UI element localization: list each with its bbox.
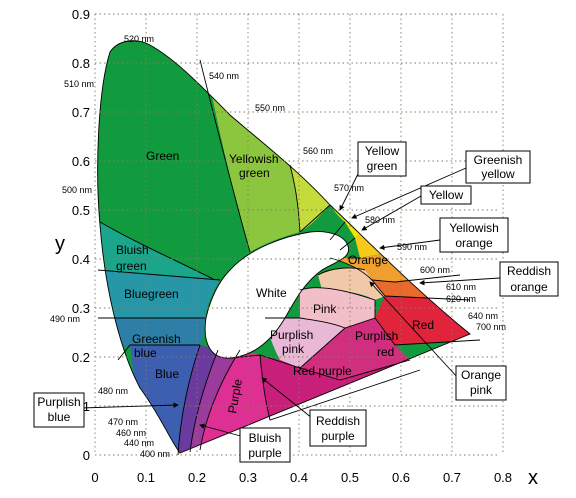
x-tick-label: 0 bbox=[91, 470, 98, 485]
label-purplish-red-1: Purplish bbox=[355, 329, 398, 343]
label-blue: Blue bbox=[155, 367, 179, 381]
wavelength-label: 610 nm bbox=[446, 282, 476, 292]
x-tick-label: 0.3 bbox=[239, 470, 257, 485]
label-pink: Pink bbox=[313, 302, 337, 316]
wavelength-label: 620 nm bbox=[446, 294, 476, 304]
x-tick-label: 0.7 bbox=[443, 470, 461, 485]
label-orange: Orange bbox=[348, 253, 388, 267]
callout-orange-pink-2: pink bbox=[470, 383, 493, 397]
label-bluish-green-1: Bluish bbox=[116, 243, 149, 257]
callout-yellow-1: Yellow bbox=[429, 188, 464, 202]
wavelength-label: 470 nm bbox=[108, 417, 138, 427]
label-greenish-blue-2: blue bbox=[134, 346, 157, 360]
callout-reddish-orange-2: orange bbox=[510, 280, 548, 294]
label-green: Green bbox=[146, 149, 179, 163]
region-yellow-green bbox=[280, 40, 400, 232]
wavelength-label: 540 nm bbox=[209, 71, 239, 81]
y-axis-label: y bbox=[55, 233, 65, 255]
y-tick-label: 0 bbox=[83, 448, 90, 463]
callout-yellowish-orange-1: Yellowish bbox=[449, 221, 499, 235]
label-purple: Purple bbox=[225, 378, 245, 415]
wavelength-label: 600 nm bbox=[420, 265, 450, 275]
y-tick-label: 0.2 bbox=[72, 350, 90, 365]
x-tick-label: 0.5 bbox=[341, 470, 359, 485]
wavelength-label: 550 nm bbox=[255, 103, 285, 113]
label-purplish-pink-1: Purplish bbox=[270, 328, 313, 342]
label-red: Red bbox=[412, 318, 434, 332]
y-tick-label: 0.3 bbox=[72, 301, 90, 316]
wavelength-label: 510 nm bbox=[64, 79, 94, 89]
wavelength-label: 700 nm bbox=[476, 322, 506, 332]
region-labels: Green Yellowish green Bluish green Blueg… bbox=[116, 149, 434, 415]
callout-reddish-purple-1: Reddish bbox=[316, 414, 360, 428]
label-white: White bbox=[256, 286, 287, 300]
x-tick-label: 0.1 bbox=[137, 470, 155, 485]
region-greenish-yellow bbox=[330, 40, 420, 222]
callout-yellowish-orange-2: orange bbox=[455, 236, 493, 250]
wavelength-label: 480 nm bbox=[98, 386, 128, 396]
x-tick-label: 0.2 bbox=[188, 470, 206, 485]
callout-yellow-green: Yellow green bbox=[357, 141, 407, 177]
callout-yellow-green-2: green bbox=[367, 159, 398, 173]
region-purplish-red bbox=[300, 318, 410, 380]
y-tick-label: 0.9 bbox=[72, 7, 90, 22]
callout-bluish-purple-2: purple bbox=[248, 446, 282, 460]
label-red-purple: Red purple bbox=[293, 364, 352, 378]
callout-reddish-orange: Reddish orange bbox=[499, 261, 559, 297]
label-purplish-red-2: red bbox=[377, 345, 394, 359]
wavelength-label: 500 nm bbox=[62, 185, 92, 195]
callout-yellow: Yellow bbox=[420, 185, 472, 205]
wavelength-label: 520 nm bbox=[124, 34, 154, 44]
wavelength-label: 560 nm bbox=[303, 146, 333, 156]
y-tick-label: 0.5 bbox=[72, 203, 90, 218]
region-greenish-blue bbox=[97, 318, 205, 360]
callout-bluish-purple: Bluish purple bbox=[239, 427, 291, 463]
label-greenish-blue-1: Greenish bbox=[132, 332, 181, 346]
y-tick-label: 0.8 bbox=[72, 56, 90, 71]
region-bluegreen bbox=[97, 270, 220, 318]
wavelength-label: 440 nm bbox=[124, 438, 154, 448]
callout-greenish-yellow: Greenish yellow bbox=[465, 150, 531, 184]
callout-purplish-blue: Purplish blue bbox=[33, 392, 85, 428]
label-yellowish-green-2: green bbox=[239, 166, 270, 180]
callout-reddish-purple: Reddish purple bbox=[309, 409, 367, 447]
y-tick-label: 0.6 bbox=[72, 154, 90, 169]
callout-yellow-green-1: Yellow bbox=[365, 144, 400, 158]
callout-orange-pink-1: Orange bbox=[461, 368, 501, 382]
wavelength-label: 400 nm bbox=[140, 449, 170, 459]
callout-bluish-purple-1: Bluish bbox=[249, 431, 282, 445]
callout-orange-pink: Orange pink bbox=[455, 365, 507, 401]
callout-purplish-blue-1: Purplish bbox=[37, 395, 80, 409]
label-bluish-green-2: green bbox=[116, 259, 147, 273]
callout-reddish-orange-1: Reddish bbox=[507, 264, 551, 278]
label-purplish-pink-2: pink bbox=[282, 342, 305, 356]
callout-purplish-blue-2: blue bbox=[48, 410, 71, 424]
region-bluish-purple bbox=[178, 345, 218, 453]
callout-greenish-yellow-1: Greenish bbox=[474, 153, 523, 167]
wavelength-label: 640 nm bbox=[468, 311, 498, 321]
region-purplish-pink bbox=[265, 318, 345, 368]
callout-leaders bbox=[79, 167, 501, 439]
region-pink bbox=[300, 287, 375, 328]
callout-greenish-yellow-2: yellow bbox=[481, 167, 515, 181]
wavelength-label: 590 nm bbox=[397, 242, 427, 252]
callout-yellowish-orange: Yellowish orange bbox=[439, 217, 509, 253]
x-tick-label: 0.4 bbox=[290, 470, 308, 485]
x-tick-labels: 0 0.1 0.2 0.3 0.4 0.5 0.6 0.7 0.8 bbox=[91, 470, 512, 485]
x-axis-label: x bbox=[528, 467, 538, 489]
region-white bbox=[205, 231, 349, 359]
wavelength-label: 570 nm bbox=[334, 183, 364, 193]
x-tick-label: 0.6 bbox=[392, 470, 410, 485]
region-reddish-purple bbox=[200, 350, 300, 450]
x-tick-label: 0.8 bbox=[494, 470, 512, 485]
wavelength-label: 490 nm bbox=[50, 314, 80, 324]
callout-reddish-purple-2: purple bbox=[321, 429, 355, 443]
label-yellowish-green-1: Yellowish bbox=[229, 152, 279, 166]
region-boundaries bbox=[97, 40, 481, 456]
wavelength-label: 460 nm bbox=[116, 428, 146, 438]
label-bluegreen: Bluegreen bbox=[124, 287, 179, 301]
y-tick-label: 0.7 bbox=[72, 105, 90, 120]
y-tick-label: 0.4 bbox=[72, 252, 90, 267]
